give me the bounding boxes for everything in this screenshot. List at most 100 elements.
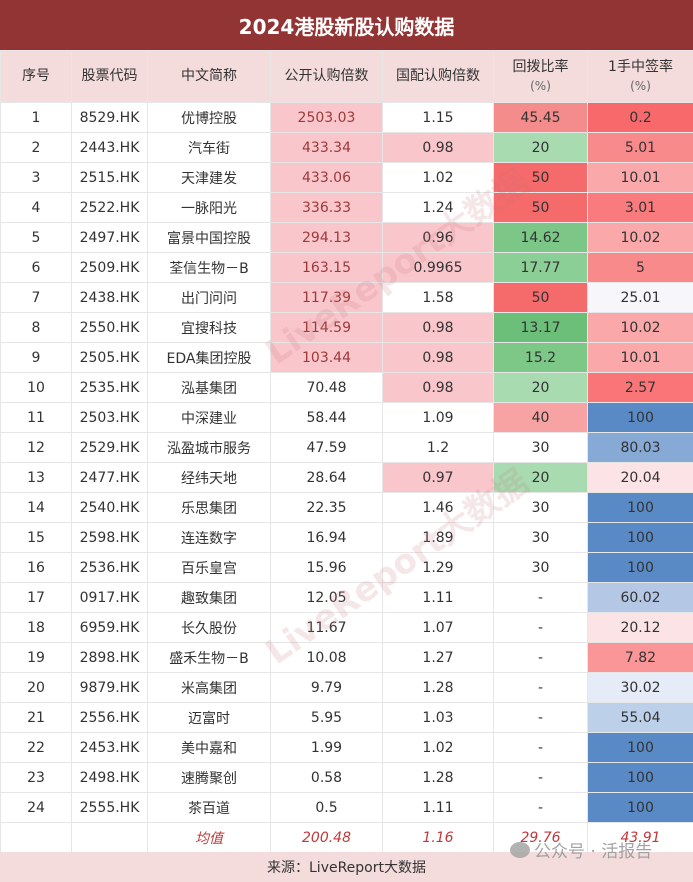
table-cell: 103.44 (270, 342, 383, 373)
table-cell: 2 (0, 132, 72, 163)
table-cell: 1.07 (382, 612, 494, 643)
table-row: 18 6959.HK 长久股份 11.67 1.07-20.12 (0, 612, 693, 643)
table-row: 10 2535.HK 泓基集团 70.48 0.98 20 2.57 (0, 372, 693, 403)
wechat-watermark: 公众号 · 活报告 (510, 837, 652, 862)
table-cell: 2540.HK (71, 492, 148, 523)
table-cell: 5 (0, 222, 72, 253)
table-cell: 433.34 (270, 132, 383, 163)
table-cell: 2536.HK (71, 552, 148, 583)
table-row: 2 2443.HK 汽车街 433.34 0.98 20 5.01 (0, 132, 693, 163)
table-cell: 8529.HK (71, 102, 148, 133)
table-cell: 6 (0, 252, 72, 283)
table-cell: 14.62 (493, 222, 588, 253)
table-cell: 20 (493, 462, 588, 493)
table-cell: 336.33 (270, 192, 383, 223)
table-cell: 泓基集团 (147, 372, 271, 403)
table-cell: 22.35 (270, 492, 383, 523)
table-cell: 10.01 (587, 342, 693, 373)
table-cell: 1.09 (382, 402, 494, 433)
table-cell: 2497.HK (71, 222, 148, 253)
table-row: 15 2598.HK 连连数字 16.94 1.89 30 100 (0, 522, 693, 553)
column-header: 公开认购倍数 (270, 50, 383, 103)
table-cell: 乐思集团 (147, 492, 271, 523)
table-cell: 速腾聚创 (147, 762, 271, 793)
table-cell: 2898.HK (71, 642, 148, 673)
table-cell: 2.57 (587, 372, 693, 403)
table-cell: 2598.HK (71, 522, 148, 553)
table-cell: 盛禾生物－B (147, 642, 271, 673)
table-cell: 5 (587, 252, 693, 283)
table-row: 3 2515.HK 天津建发 433.06 1.02 50 10.01 (0, 162, 693, 193)
table-cell: 100 (587, 522, 693, 553)
table-cell: 0.98 (382, 132, 494, 163)
table-cell: 1.28 (382, 672, 494, 703)
table-cell: 20 (493, 372, 588, 403)
table-cell: 2505.HK (71, 342, 148, 373)
table-row: 24 2555.HK 茶百道 0.5 1.11-100 (0, 792, 693, 823)
table-cell: - (493, 792, 588, 823)
table-cell: 5.01 (587, 132, 693, 163)
watermark-text: 公众号 · 活报告 (534, 842, 653, 862)
table-cell: 7.82 (587, 642, 693, 673)
table-row: 16 2536.HK 百乐皇宫 15.96 1.29 30 100 (0, 552, 693, 583)
table-cell: 1.58 (382, 282, 494, 313)
table-cell: 21 (0, 702, 72, 733)
table-cell: 出门问问 (147, 282, 271, 313)
table-cell: 2503.03 (270, 102, 383, 133)
table-cell: 长久股份 (147, 612, 271, 643)
average-cell: 200.48 (270, 822, 383, 853)
table-cell: 连连数字 (147, 522, 271, 553)
average-cell: 29.76 (493, 822, 588, 853)
average-cell (71, 822, 148, 853)
table-cell: 17.77 (493, 252, 588, 283)
table-cell: 0.96 (382, 222, 494, 253)
table-cell: 4 (0, 192, 72, 223)
table-row: 19 2898.HK 盛禾生物－B 10.08 1.27-7.82 (0, 642, 693, 673)
table-cell: - (493, 762, 588, 793)
table-cell: 0.58 (270, 762, 383, 793)
table-cell: 3.01 (587, 192, 693, 223)
table-cell: 1.27 (382, 642, 494, 673)
table-cell: 100 (587, 492, 693, 523)
table-cell: 80.03 (587, 432, 693, 463)
table-cell: 中深建业 (147, 402, 271, 433)
table-cell: 1.02 (382, 162, 494, 193)
table-cell: 294.13 (270, 222, 383, 253)
table-cell: 22 (0, 732, 72, 763)
table-cell: 0.98 (382, 342, 494, 373)
table-cell: 12 (0, 432, 72, 463)
table-cell: 天津建发 (147, 162, 271, 193)
table-cell: 茶百道 (147, 792, 271, 823)
table-row: 21 2556.HK 迈富时 5.95 1.03-55.04 (0, 702, 693, 733)
column-header: 中文简称 (147, 50, 271, 103)
table-row: 12 2529.HK 泓盈城市服务 47.59 1.2 30 80.03 (0, 432, 693, 463)
table-cell: 50 (493, 192, 588, 223)
table-cell: 优博控股 (147, 102, 271, 133)
table-cell: 30.02 (587, 672, 693, 703)
table-cell: 19 (0, 642, 72, 673)
table-cell: 28.64 (270, 462, 383, 493)
table-row: 20 9879.HK 米高集团 9.79 1.28-30.02 (0, 672, 693, 703)
table-cell: - (493, 672, 588, 703)
table-cell: 20.04 (587, 462, 693, 493)
table-cell: 0.97 (382, 462, 494, 493)
table-cell: 23 (0, 762, 72, 793)
column-header: 回拨比率 (%) (493, 50, 588, 103)
table-cell: - (493, 612, 588, 643)
table-cell: 1.99 (270, 732, 383, 763)
table-cell: 117.39 (270, 282, 383, 313)
column-header: 序号 (0, 50, 72, 103)
table-cell: 14 (0, 492, 72, 523)
table-cell: 100 (587, 552, 693, 583)
average-cell: 1.16 (382, 822, 494, 853)
table-cell: 100 (587, 732, 693, 763)
table-row: 1 8529.HK 优博控股 2503.03 1.15 45.45 0.2 (0, 102, 693, 133)
table-cell: 宜搜科技 (147, 312, 271, 343)
table-cell: 8 (0, 312, 72, 343)
table-cell: 30 (493, 492, 588, 523)
table-cell: 1.15 (382, 102, 494, 133)
table-cell: 18 (0, 612, 72, 643)
table-row: 6 2509.HK 荃信生物－B 163.15 0.9965 17.77 5 (0, 252, 693, 283)
table-cell: - (493, 732, 588, 763)
table-cell: 0.98 (382, 312, 494, 343)
